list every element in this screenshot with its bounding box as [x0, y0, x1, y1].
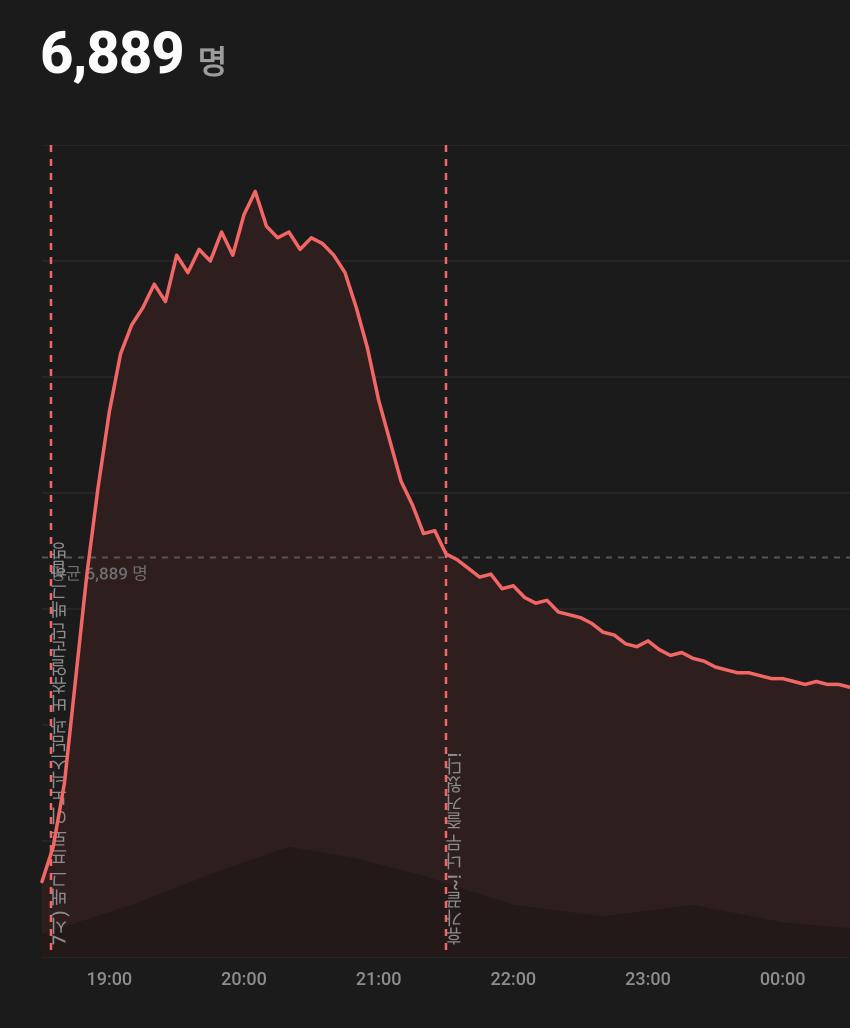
event-marker-label: 휴가끝~! 너무 즐거웠다!: [445, 753, 466, 946]
x-tick-label: 00:00: [760, 969, 806, 990]
chart-svg: 평균 6,889 명7시) 배그 프로 이노닉스님과 버츄얼군단 배그 합방휴가…: [0, 145, 850, 995]
viewer-count-unit: 명: [198, 37, 227, 83]
x-tick-label: 20:00: [221, 969, 267, 990]
x-tick-label: 22:00: [490, 969, 536, 990]
x-tick-label: 19:00: [86, 969, 132, 990]
x-tick-label: 23:00: [625, 969, 671, 990]
header: 6,889 명: [40, 20, 227, 88]
x-tick-label: 21:00: [356, 969, 402, 990]
viewer-count-value: 6,889: [40, 20, 184, 88]
viewer-chart-panel: 6,889 명 평균 6,889 명7시) 배그 프로 이노닉스님과 버츄얼군단…: [0, 0, 850, 1028]
chart-area: 평균 6,889 명7시) 배그 프로 이노닉스님과 버츄얼군단 배그 합방휴가…: [0, 145, 850, 995]
